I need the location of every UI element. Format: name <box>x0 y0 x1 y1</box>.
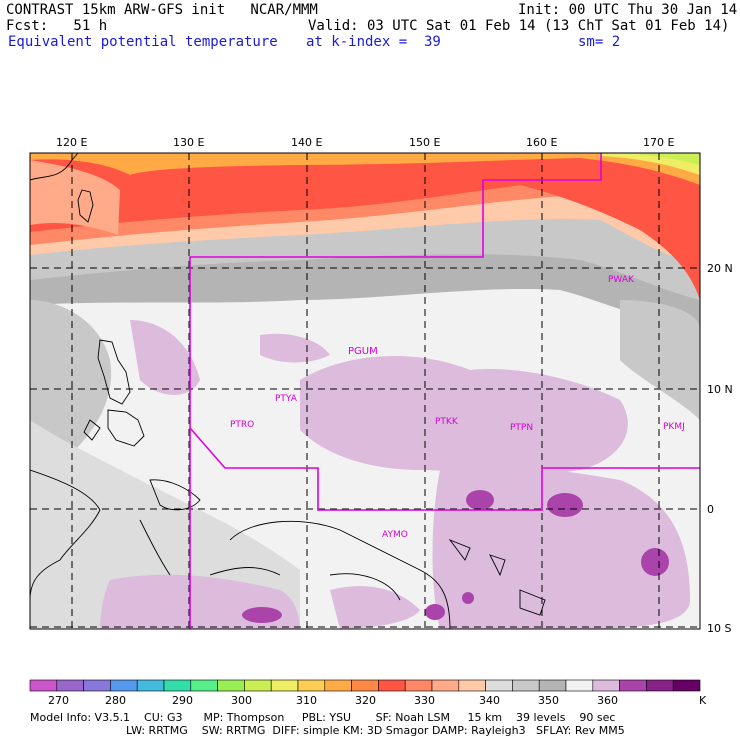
colorbar-swatch <box>163 679 192 692</box>
colorbar-swatch <box>378 679 406 692</box>
colorbar-swatch <box>297 679 326 692</box>
colorbar-label: 330 <box>414 694 435 707</box>
colorbar-swatch <box>619 679 647 692</box>
colorbar-swatch <box>592 679 620 692</box>
colorbar-label: 310 <box>296 694 317 707</box>
colorbar-label: 270 <box>48 694 69 707</box>
model-info-line1: Model Info: V3.5.1 CU: G3 MP: Thompson P… <box>30 711 616 724</box>
colorbar-swatch <box>324 679 352 692</box>
colorbar-swatch <box>190 679 218 692</box>
domain-boundary <box>189 153 700 629</box>
lon-label-160e: 160 E <box>526 136 557 149</box>
lat-lon-grid <box>30 153 700 629</box>
lon-label-140e: 140 E <box>291 136 322 149</box>
coastline <box>30 153 546 629</box>
colorbar-swatch <box>646 679 674 692</box>
colorbar-swatch <box>512 679 540 692</box>
colorbar-label: 340 <box>479 694 500 707</box>
colorbar-swatch <box>431 679 460 692</box>
colorbar-swatch <box>458 679 486 692</box>
valid-time: Valid: 03 UTC Sat 01 Feb 14 (13 ChT Sat … <box>308 18 730 34</box>
lon-label-130e: 130 E <box>173 136 204 149</box>
theta-e-field: PGUM PTYA PTRO PTKK PTPN PKMJ PWAK AYMO <box>30 153 700 629</box>
colorbar-swatch <box>351 679 379 692</box>
station-pgum: PGUM <box>348 346 378 357</box>
forecast-hour: Fcst: 51 h <box>6 18 108 34</box>
colorbar-swatch <box>244 679 272 692</box>
station-pkmj: PKMJ <box>663 422 685 432</box>
colorbar-label: 290 <box>172 694 193 707</box>
colorbar-swatch <box>83 679 111 692</box>
level-info: at k-index = 39 <box>306 34 441 50</box>
station-pwak: PWAK <box>608 275 635 285</box>
colorbar-swatch <box>110 679 138 692</box>
colorbar-label: 300 <box>231 694 252 707</box>
colorbar-label: 280 <box>105 694 126 707</box>
colorbar-swatch <box>29 679 58 692</box>
colorbar-label: 350 <box>538 694 559 707</box>
colorbar-swatch <box>136 679 165 692</box>
colorbar-label: 360 <box>597 694 618 707</box>
lon-label-170e: 170 E <box>643 136 674 149</box>
lat-label-20n: 20 N <box>707 262 733 275</box>
colorbar-label: 320 <box>355 694 376 707</box>
station-ptkk: PTKK <box>435 417 459 427</box>
colorbar-swatch <box>404 679 433 692</box>
lat-label-10n: 10 N <box>707 383 733 396</box>
colorbar-swatch <box>270 679 299 692</box>
colorbar <box>29 679 701 692</box>
plot-title: CONTRAST 15km ARW-GFS init NCAR/MMM <box>6 2 318 18</box>
map-frame <box>29 152 701 630</box>
colorbar-swatch <box>485 679 513 692</box>
lon-label-120e: 120 E <box>56 136 87 149</box>
lat-label-eq: 0 <box>707 503 714 516</box>
model-info-line2: LW: RRTMG SW: RRTMG DIFF: simple KM: 3D … <box>126 724 625 737</box>
colorbar-swatch <box>538 679 567 692</box>
station-ptro: PTRO <box>230 420 254 430</box>
lat-label-10s: 10 S <box>707 622 731 635</box>
colorbar-unit: K <box>699 694 707 707</box>
colorbar-swatch <box>565 679 594 692</box>
station-ptpn: PTPN <box>510 423 533 433</box>
init-time: Init: 00 UTC Thu 30 Jan 14 <box>518 2 738 18</box>
station-aymo: AYMO <box>382 530 408 540</box>
field-name: Equivalent potential temperature <box>8 34 278 50</box>
smoothing-info: sm= 2 <box>578 34 621 50</box>
colorbar-swatch <box>672 679 701 692</box>
colorbar-swatch <box>217 679 245 692</box>
lon-label-150e: 150 E <box>409 136 440 149</box>
station-ptya: PTYA <box>275 394 298 404</box>
colorbar-swatch <box>56 679 84 692</box>
